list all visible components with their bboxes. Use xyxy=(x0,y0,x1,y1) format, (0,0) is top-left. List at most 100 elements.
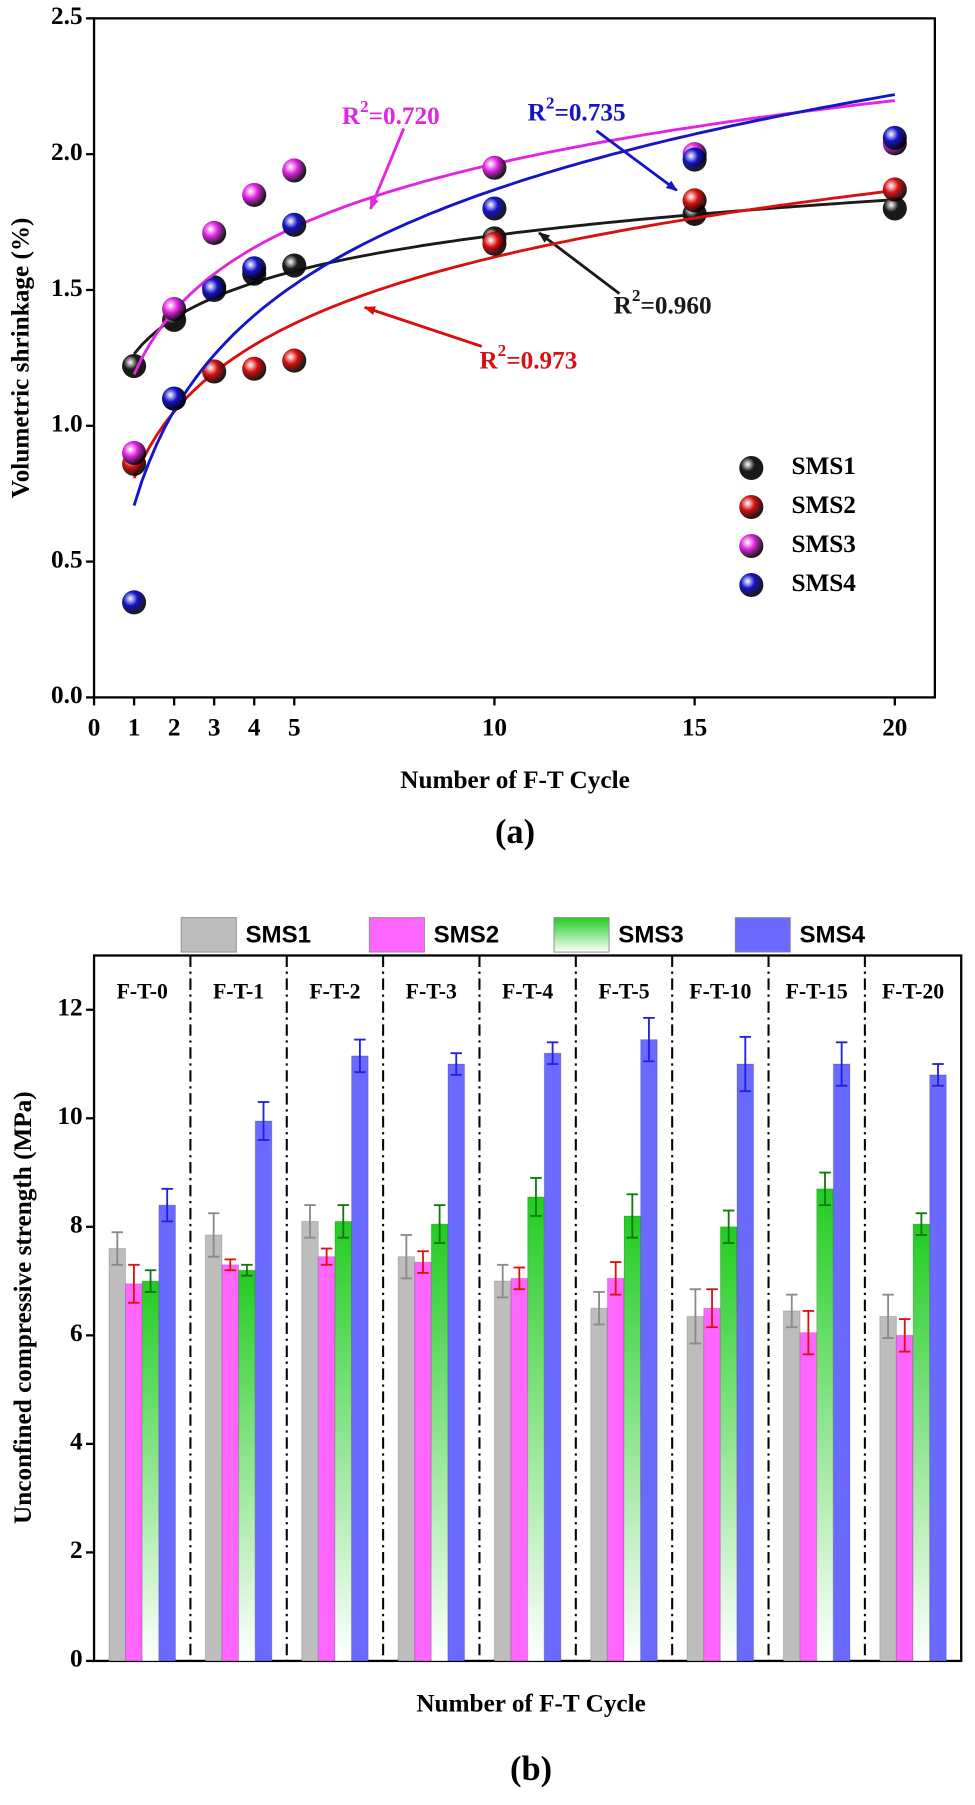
x-axis-label: Number of F-T Cycle xyxy=(416,1690,646,1717)
y-axis-label: Volumetric shrinkage (%) xyxy=(8,218,35,499)
error-bar xyxy=(207,1212,220,1258)
error-bar xyxy=(609,1261,622,1296)
data-point xyxy=(682,188,707,213)
error-bar xyxy=(626,1193,639,1239)
annotation-arrow xyxy=(538,231,621,295)
error-bar xyxy=(161,1187,173,1223)
legend-label: SMS2 xyxy=(791,492,855,519)
error-bar xyxy=(722,1209,735,1245)
y-tick-label: 0.0 xyxy=(51,682,83,709)
data-point xyxy=(202,220,227,245)
error-bar xyxy=(915,1212,928,1236)
error-bar xyxy=(882,1293,894,1339)
bar xyxy=(238,1269,256,1662)
category-label: F-T-20 xyxy=(882,979,944,1003)
bar xyxy=(543,1052,562,1662)
bar xyxy=(527,1196,545,1662)
data-point xyxy=(682,147,707,172)
error-bar xyxy=(320,1247,333,1266)
annotation-arrow xyxy=(369,127,406,210)
caption: (b) xyxy=(510,1750,552,1788)
legend-swatch xyxy=(180,917,237,953)
x-tick-label: 10 xyxy=(482,714,507,741)
error-bar xyxy=(337,1204,349,1239)
bar xyxy=(204,1234,223,1662)
bar xyxy=(879,1315,897,1662)
legend-label: SMS4 xyxy=(799,921,865,948)
data-point xyxy=(122,590,147,615)
error-bar xyxy=(899,1318,911,1353)
category-label: F-T-10 xyxy=(689,979,751,1003)
plot-frame xyxy=(92,17,936,699)
y-tick-label: 0 xyxy=(70,1646,83,1673)
legend-marker xyxy=(739,533,764,559)
category-label: F-T-1 xyxy=(213,979,264,1003)
fit-label-sup: 2 xyxy=(498,341,507,360)
y-axis-label: Unconfined compressive strength (MPa) xyxy=(10,1091,37,1524)
bar xyxy=(141,1280,160,1662)
legend-marker xyxy=(739,572,764,598)
error-bar xyxy=(835,1041,848,1087)
bar xyxy=(158,1204,177,1662)
x-tick-label: 20 xyxy=(882,714,907,741)
bar xyxy=(816,1188,834,1662)
bar xyxy=(125,1283,143,1662)
bar xyxy=(686,1315,705,1662)
category-label: F-T-2 xyxy=(309,979,360,1003)
annotation-arrow xyxy=(363,306,483,348)
data-point xyxy=(882,125,907,150)
bar xyxy=(895,1334,914,1662)
fit-curve xyxy=(132,189,895,479)
x-tick-label: 0 xyxy=(88,714,101,741)
bar xyxy=(351,1055,369,1662)
legend-label: SMS1 xyxy=(245,921,311,948)
data-point xyxy=(882,177,907,202)
fit-label-sup: 2 xyxy=(632,286,641,305)
error-bar xyxy=(819,1171,831,1207)
fit-label-prefix: R xyxy=(342,103,361,130)
data-point xyxy=(242,356,267,381)
legend-label: SMS2 xyxy=(434,921,500,948)
y-tick-label: 6 xyxy=(70,1320,83,1347)
category-label: F-T-3 xyxy=(406,979,457,1003)
error-bar xyxy=(304,1204,316,1239)
bar xyxy=(493,1280,512,1662)
bar xyxy=(782,1310,801,1662)
legend-swatch xyxy=(553,917,610,953)
category-label: F-T-5 xyxy=(598,979,649,1003)
bar xyxy=(640,1039,658,1662)
y-tick-label: 2.0 xyxy=(51,139,83,166)
bar xyxy=(414,1261,432,1662)
error-bar xyxy=(224,1258,237,1272)
fit-label-sup: 2 xyxy=(546,93,555,112)
data-point xyxy=(482,231,507,256)
annotation-arrow xyxy=(595,129,678,192)
bar xyxy=(254,1120,273,1662)
error-bar xyxy=(932,1063,944,1087)
bar xyxy=(510,1277,529,1662)
x-tick-label: 1 xyxy=(128,714,141,741)
fit-label-suffix: =0.960 xyxy=(640,292,711,319)
error-bar xyxy=(450,1052,462,1076)
y-tick-label: 2 xyxy=(70,1537,83,1564)
fit-label-prefix: R xyxy=(614,292,633,319)
fit-label-prefix: R xyxy=(528,100,547,127)
legend-label: SMS4 xyxy=(791,570,856,597)
y-tick-label: 12 xyxy=(57,995,82,1022)
error-bar xyxy=(128,1263,140,1304)
bar xyxy=(719,1226,738,1662)
error-bar xyxy=(706,1288,718,1329)
fit-label-suffix: =0.720 xyxy=(369,103,440,130)
category-label: F-T-15 xyxy=(786,979,848,1003)
data-point xyxy=(482,155,507,180)
data-point xyxy=(242,182,267,207)
legend-swatch xyxy=(368,917,425,953)
data-point xyxy=(282,253,307,278)
data-point xyxy=(162,296,187,322)
legend-marker xyxy=(739,455,764,481)
x-axis-label: Number of F-T Cycle xyxy=(400,767,630,794)
y-tick-label: 4 xyxy=(70,1429,83,1456)
error-bar xyxy=(546,1041,559,1065)
fit-label: R2=0.735 xyxy=(528,93,626,126)
error-bar xyxy=(530,1177,542,1217)
